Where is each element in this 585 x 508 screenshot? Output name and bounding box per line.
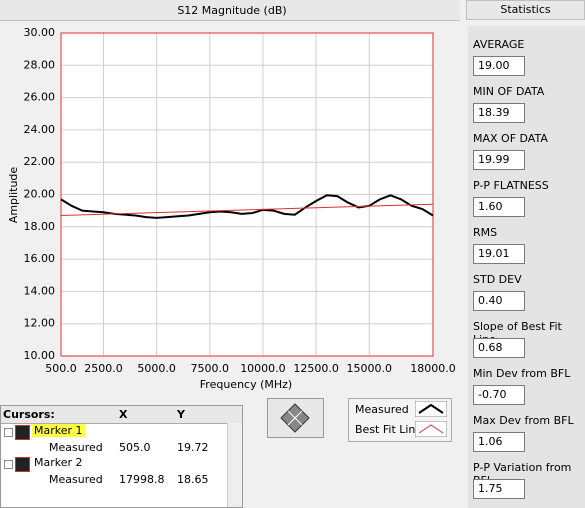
statistics-header: Statistics [466, 0, 585, 20]
stat-label: MIN OF DATA [473, 85, 545, 98]
x-tick-label: 10000.0 [240, 362, 286, 375]
y-tick-label: 20.00 [24, 188, 56, 201]
expand-icon [4, 428, 13, 437]
cursor-y: 18.65 [177, 473, 209, 486]
x-axis-label: Frequency (MHz) [200, 378, 292, 391]
stat-value: -0.70 [473, 385, 525, 405]
stat-value: 19.00 [473, 56, 525, 76]
legend: Measured Best Fit Line [348, 398, 452, 442]
legend-swatch [415, 421, 447, 437]
scrollbar[interactable] [227, 423, 242, 507]
header-cell: X [119, 408, 128, 421]
stat-value: 1.06 [473, 432, 525, 452]
stat-label: P-P FLATNESS [473, 179, 549, 192]
table-header: Cursors: X Y [1, 406, 242, 424]
y-tick-label: 22.00 [24, 155, 56, 168]
navigation-button[interactable] [267, 398, 324, 438]
statistics-panel: AVERAGE 19.00 MIN OF DATA 18.39 MAX OF DATA 1… [468, 26, 585, 508]
stat-value: 1.60 [473, 197, 525, 217]
y-tick-label: 16.00 [24, 252, 56, 265]
chart: S12 Magnitude (dB) Frequency (MHz) Ampli… [7, 4, 456, 391]
header-cell: Y [177, 408, 185, 421]
marker-icon [15, 457, 30, 472]
data-line [60, 203, 434, 216]
navigation-icon [280, 403, 310, 433]
stat-label: Max Dev from BFL [473, 414, 574, 427]
chart-title: S12 Magnitude (dB) [177, 4, 286, 17]
graph-header [0, 0, 460, 21]
cursor-table: Cursors: X Y Marker 1 Measured 505.0 19.72 M… [0, 405, 243, 508]
stat-label: STD DEV [473, 273, 522, 286]
stat-value: 1.75 [473, 479, 525, 499]
y-tick-label: 28.00 [24, 58, 56, 71]
stat-value: 0.68 [473, 338, 525, 358]
y-tick-label: 30.00 [24, 26, 56, 39]
cursor-x: 17998.8 [119, 473, 165, 486]
y-tick-label: 12.00 [24, 317, 56, 330]
y-tick-label: 26.00 [24, 91, 56, 104]
legend-label: Best Fit Line [355, 423, 423, 436]
stat-label: MAX OF DATA [473, 132, 548, 145]
y-tick-label: 18.00 [24, 220, 56, 233]
trace-label: Measured [49, 473, 103, 486]
legend-label: Measured [355, 403, 409, 416]
x-tick-label: 5000.0 [137, 362, 176, 375]
expand-icon [4, 460, 13, 469]
x-tick-label: 7500.0 [191, 362, 230, 375]
stat-value: 19.99 [473, 150, 525, 170]
plot-border [60, 32, 434, 357]
cursor-x: 505.0 [119, 441, 151, 454]
stat-label: AVERAGE [473, 38, 525, 51]
y-tick-label: 24.00 [24, 123, 56, 136]
y-tick-label: 10.00 [24, 349, 56, 362]
x-tick-label: 12500.0 [293, 362, 339, 375]
x-tick-label: 15000.0 [346, 362, 392, 375]
y-axis-label: Amplitude [7, 167, 20, 224]
cursor-y: 19.72 [177, 441, 209, 454]
x-tick-label: 500.0 [45, 362, 77, 375]
stat-label: Min Dev from BFL [473, 367, 571, 380]
trace-label: Measured [49, 441, 103, 454]
marker-icon [15, 425, 30, 440]
x-tick-label: 2500.0 [84, 362, 123, 375]
stat-value: 19.01 [473, 244, 525, 264]
header-cell: Cursors: [3, 408, 55, 421]
x-tick-label: 18000.0 [410, 362, 456, 375]
stat-label: RMS [473, 226, 498, 239]
marker-name: Marker 2 [34, 456, 83, 469]
legend-swatch [415, 401, 447, 417]
data-line [60, 194, 434, 219]
stat-value: 18.39 [473, 103, 525, 123]
marker-name: Marker 1 [32, 424, 85, 437]
y-tick-label: 14.00 [24, 284, 56, 297]
stat-value: 0.40 [473, 291, 525, 311]
